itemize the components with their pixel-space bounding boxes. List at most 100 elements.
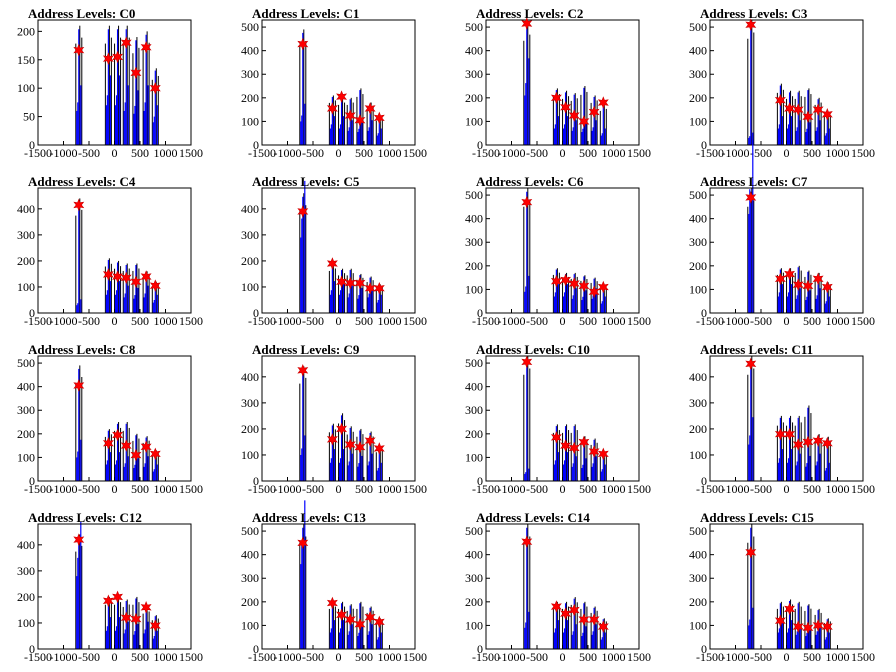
peak-star-marker [130,275,142,289]
chart-title: Address Levels: C14 [476,510,590,525]
histogram-peak [346,426,354,481]
histogram-panel: 0 100 200 300 400 -1500 -1000 -500 0 500 1000 1500 A… [0,504,224,672]
peak-star-marker [821,436,833,450]
histogram-peak [75,25,83,145]
histogram-peak [786,268,794,313]
y-tick-label: 300 [465,235,483,249]
peak-star-marker [344,438,356,451]
histogram-peak [794,90,802,145]
y-tick-label: 200 [465,427,483,441]
y-tick-label: 100 [465,450,483,464]
y-tick-label: 200 [689,259,707,273]
peak-star-marker [588,445,600,458]
x-tick-label: 1500 [627,314,651,328]
histogram-peak [747,356,755,481]
chart-title: Address Levels: C13 [252,510,366,525]
x-tick-label: -1000 [498,146,526,160]
histogram-peak [122,599,130,649]
histogram-peak [356,601,364,649]
x-tick-label: 0 [112,482,118,496]
peak-star-marker [73,198,85,212]
x-tick-label: 1000 [602,314,626,328]
x-tick-label: -1000 [50,482,78,496]
peak-star-marker [745,545,757,559]
x-tick-label: -1500 [24,146,52,160]
y-tick-label: 200 [241,595,259,609]
y-tick-label: 400 [465,212,483,226]
peak-star-marker [354,276,366,290]
x-tick-label: 1500 [851,482,875,496]
histogram-peak [132,263,140,313]
x-tick-label: 500 [579,146,597,160]
histogram-panel: 0 100 200 300 400 500 -1500 -1000 -500 0 500 1000 15… [224,0,448,168]
peak-star-marker [149,81,161,95]
histogram-peak [523,356,531,481]
chart-title: Address Levels: C12 [28,510,142,525]
peak-star-marker [597,96,609,109]
peak-star-marker [774,614,786,628]
histogram-peak [747,139,755,313]
peak-star-marker [792,438,804,451]
peak-star-marker [336,608,348,622]
x-tick-label: 1500 [851,146,875,160]
peak-star-marker [354,113,366,127]
histogram-peak [776,601,784,649]
peak-star-marker [568,277,580,290]
x-tick-label: -1500 [696,146,724,160]
x-tick-label: -1000 [274,650,302,664]
y-tick-label: 300 [17,403,35,417]
x-tick-label: -1000 [274,146,302,160]
y-tick-label: 0 [477,306,483,320]
y-tick-label: 0 [477,138,483,152]
x-tick-label: 1000 [378,146,402,160]
peak-star-marker [792,278,804,292]
y-tick-label: 400 [17,380,35,394]
x-tick-label: 0 [112,314,118,328]
peak-star-marker [336,422,348,436]
histogram-peak [104,258,112,313]
y-tick-label: 0 [701,138,707,152]
y-tick-label: 500 [17,356,35,370]
peak-star-marker [130,448,142,462]
y-tick-label: 400 [465,44,483,58]
x-tick-label: -500 [302,314,324,328]
peak-star-marker [597,280,609,294]
chart-title: Address Levels: C0 [28,6,135,21]
x-tick-label: -500 [750,482,772,496]
x-tick-label: 0 [112,650,118,664]
y-tick-label: 200 [241,422,259,436]
histogram-peak [580,86,588,145]
x-tick-label: 1500 [179,146,203,160]
y-tick-label: 300 [689,396,707,410]
peak-star-marker [112,428,124,442]
peak-star-marker [560,607,572,620]
histogram-peak [104,596,112,649]
y-tick-label: 300 [241,396,259,410]
histogram-peak [75,198,83,313]
y-tick-label: 0 [253,306,259,320]
y-tick-label: 100 [241,114,259,128]
y-tick-label: 400 [465,380,483,394]
y-tick-label: 100 [17,280,35,294]
peak-star-marker [130,612,142,626]
x-tick-label: -1500 [248,650,276,664]
x-tick-label: 0 [784,482,790,496]
histogram-peak [114,25,122,145]
x-tick-label: 500 [803,650,821,664]
y-tick-label: 200 [689,91,707,105]
x-tick-label: -1000 [498,314,526,328]
peak-star-marker [784,102,796,115]
x-tick-label: 1500 [403,482,427,496]
x-tick-label: 500 [355,146,373,160]
histogram-panel: 0 100 200 300 400 -1500 -1000 -500 0 500 1000 1500 A… [224,168,448,336]
histogram-peak [823,618,831,649]
x-tick-label: 1500 [179,650,203,664]
y-tick-label: 400 [17,538,35,552]
peak-star-marker [745,191,757,204]
peak-star-marker [102,594,114,608]
peak-star-marker [112,270,124,283]
peak-star-marker [140,270,152,283]
